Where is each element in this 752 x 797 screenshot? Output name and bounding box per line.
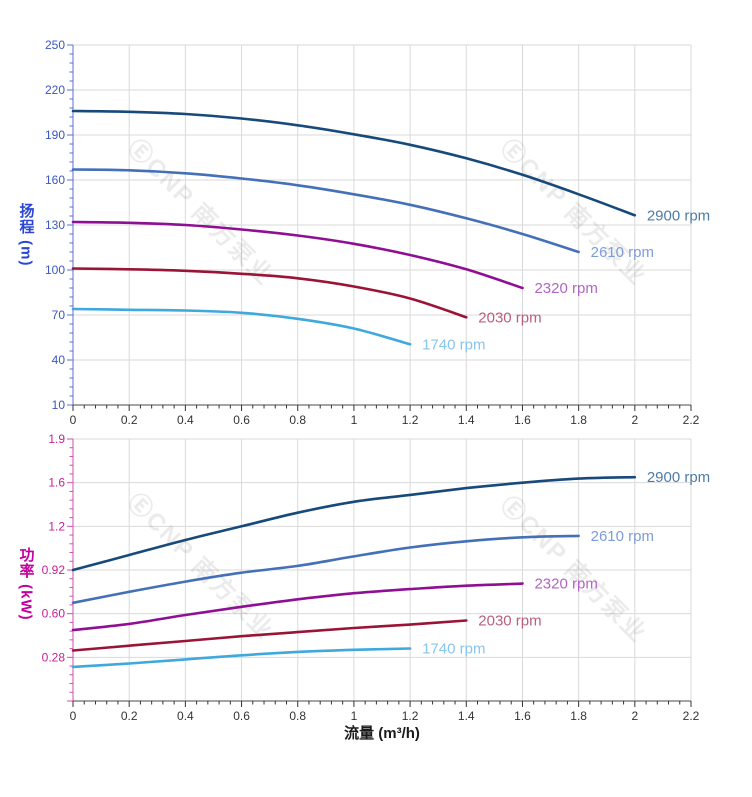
x-tick-label: 0.2: [121, 709, 138, 723]
curve-label-2900-rpm: 2900 rpm: [647, 207, 710, 224]
curve-label-2030-rpm: 2030 rpm: [478, 309, 541, 326]
x-tick-label: 0.6: [233, 709, 250, 723]
curve-2900-rpm: [71, 109, 637, 217]
x-tick-label: 1.8: [570, 413, 587, 427]
curve-2610-rpm: [71, 534, 580, 605]
curve-2610-rpm: [71, 168, 580, 254]
y-tick-label: 1.6: [48, 476, 65, 490]
curve-label-1740-rpm: 1740 rpm: [422, 640, 485, 657]
curve-label-2320-rpm: 2320 rpm: [534, 576, 597, 593]
x-tick-label: 1.2: [402, 413, 419, 427]
flow-axis-title: 流量 (m³/h): [344, 725, 420, 742]
x-tick-label: 2.2: [683, 709, 700, 723]
curve-2030-rpm: [71, 619, 468, 652]
y-tick-label: 70: [52, 308, 66, 322]
x-tick-label: 1: [351, 413, 358, 427]
x-tick-label: 1.4: [458, 709, 475, 723]
x-tick-label: 0.4: [177, 709, 194, 723]
x-tick-label: 0.8: [289, 709, 306, 723]
curve-label-2030-rpm: 2030 rpm: [478, 612, 541, 629]
curve-1740-rpm: [71, 307, 412, 346]
power-axis-title: 功率 (kW): [17, 547, 35, 621]
y-tick-label: 100: [45, 263, 65, 277]
x-tick-label: 2: [631, 709, 638, 723]
x-tick-label: 1.8: [570, 709, 587, 723]
x-tick-label: 2: [631, 413, 638, 427]
x-tick-label: 0.6: [233, 413, 250, 427]
curve-2320-rpm: [71, 220, 524, 290]
curve-label-2610-rpm: 2610 rpm: [591, 528, 654, 545]
x-tick-label: 1.4: [458, 413, 475, 427]
x-tick-label: 0.2: [121, 413, 138, 427]
curve-2030-rpm: [71, 267, 468, 319]
curve-label-2610-rpm: 2610 rpm: [591, 244, 654, 261]
y-tick-label: 40: [52, 353, 66, 367]
y-tick-label: 220: [45, 83, 65, 97]
x-tick-label: 1: [351, 709, 358, 723]
curve-2320-rpm: [71, 582, 524, 632]
y-tick-label: 0.28: [42, 650, 66, 664]
x-tick-label: 0.4: [177, 413, 194, 427]
y-tick-label: 130: [45, 218, 65, 232]
x-tick-label: 1.6: [514, 709, 531, 723]
y-tick-label: 1.9: [48, 432, 65, 446]
x-tick-label: 1.2: [402, 709, 419, 723]
y-tick-label: 160: [45, 173, 65, 187]
x-tick-label: 0: [70, 413, 77, 427]
curve-1740-rpm: [71, 647, 412, 669]
cnp-watermark: ⒺCNP 南方泵业: [122, 134, 280, 292]
y-tick-label: 250: [45, 38, 65, 52]
y-tick-label: 190: [45, 128, 65, 142]
x-tick-label: 2.2: [683, 413, 700, 427]
x-tick-label: 1.6: [514, 413, 531, 427]
y-tick-label: 10: [52, 398, 66, 412]
x-tick-label: 0: [70, 709, 77, 723]
y-tick-label: 1.2: [48, 519, 65, 533]
head-axis-title: 扬程 (m): [17, 203, 35, 267]
curve-2900-rpm: [71, 475, 637, 572]
curve-label-2900-rpm: 2900 rpm: [647, 469, 710, 486]
curve-label-1740-rpm: 1740 rpm: [422, 336, 485, 353]
y-tick-label: 0.60: [42, 607, 66, 621]
curve-label-2320-rpm: 2320 rpm: [534, 280, 597, 297]
x-tick-label: 0.8: [289, 413, 306, 427]
y-tick-label: 0.92: [42, 563, 66, 577]
